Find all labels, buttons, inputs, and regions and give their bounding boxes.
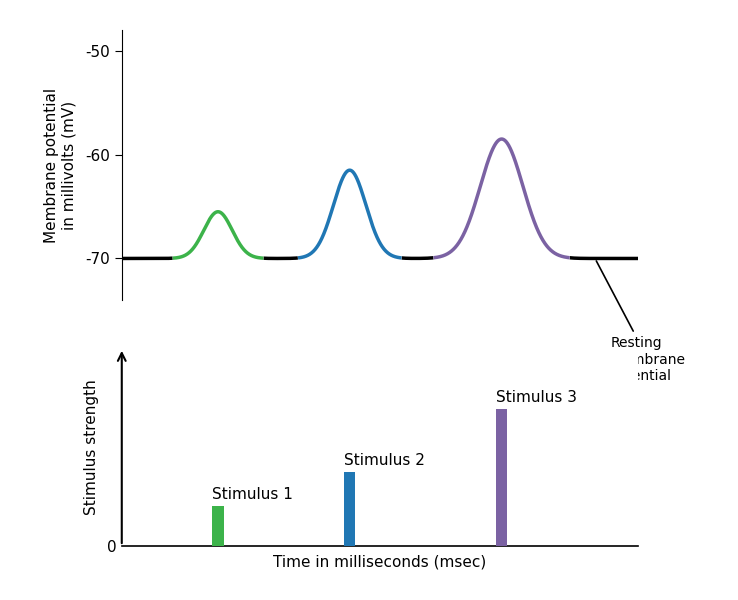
Bar bbox=[496, 409, 507, 546]
Y-axis label: Membrane potential
in millivolts (mV): Membrane potential in millivolts (mV) bbox=[44, 88, 77, 242]
Bar bbox=[344, 472, 355, 546]
Text: Stimulus 3: Stimulus 3 bbox=[496, 390, 577, 405]
Bar bbox=[213, 506, 224, 546]
Text: Resting
membrane
potential: Resting membrane potential bbox=[596, 261, 686, 383]
Y-axis label: Stimulus strength: Stimulus strength bbox=[84, 379, 99, 515]
X-axis label: Time in milliseconds (msec): Time in milliseconds (msec) bbox=[274, 554, 486, 569]
Text: Stimulus 2: Stimulus 2 bbox=[344, 453, 425, 468]
Text: Stimulus 1: Stimulus 1 bbox=[213, 487, 293, 502]
